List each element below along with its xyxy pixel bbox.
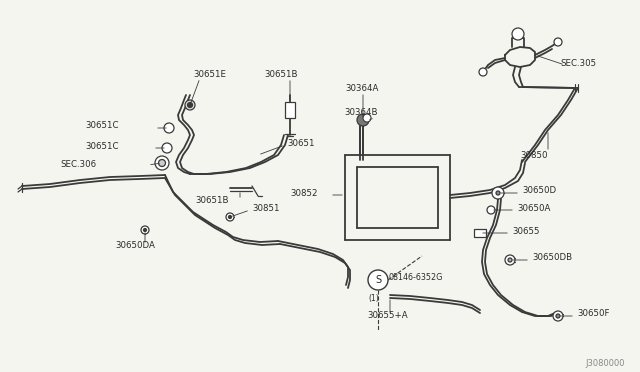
Circle shape xyxy=(556,314,560,318)
Text: 30651B: 30651B xyxy=(264,70,298,78)
Text: 30650DA: 30650DA xyxy=(115,241,155,250)
Circle shape xyxy=(479,68,487,76)
Text: 30650DB: 30650DB xyxy=(532,253,572,263)
Text: 08146-6352G: 08146-6352G xyxy=(389,273,444,282)
Text: S: S xyxy=(375,275,381,285)
Text: 30850: 30850 xyxy=(520,151,547,160)
Circle shape xyxy=(162,143,172,153)
Circle shape xyxy=(363,114,371,122)
Text: 30364B: 30364B xyxy=(344,108,378,116)
Circle shape xyxy=(226,213,234,221)
Circle shape xyxy=(155,156,169,170)
Text: 30651E: 30651E xyxy=(193,70,226,78)
Text: 30651C: 30651C xyxy=(85,141,118,151)
Circle shape xyxy=(505,255,515,265)
Text: 30651B: 30651B xyxy=(195,196,228,205)
Text: 30650A: 30650A xyxy=(517,203,550,212)
Circle shape xyxy=(159,160,166,167)
Text: 30655+A: 30655+A xyxy=(367,311,408,321)
Text: 30655: 30655 xyxy=(512,227,540,235)
Circle shape xyxy=(492,187,504,199)
Text: SEC.306: SEC.306 xyxy=(60,160,96,169)
Text: (1): (1) xyxy=(369,294,380,302)
Circle shape xyxy=(357,114,369,126)
Circle shape xyxy=(185,100,195,110)
Text: 30650D: 30650D xyxy=(522,186,556,195)
Circle shape xyxy=(164,123,174,133)
Circle shape xyxy=(487,206,495,214)
Bar xyxy=(285,102,295,118)
Text: J3080000: J3080000 xyxy=(586,359,625,369)
Circle shape xyxy=(553,311,563,321)
Circle shape xyxy=(188,103,193,108)
Circle shape xyxy=(554,38,562,46)
Circle shape xyxy=(496,191,500,195)
Circle shape xyxy=(141,226,149,234)
Circle shape xyxy=(512,28,524,40)
Text: 30650F: 30650F xyxy=(577,310,609,318)
Text: 30851: 30851 xyxy=(252,203,280,212)
Circle shape xyxy=(228,215,232,218)
Text: 30852: 30852 xyxy=(290,189,317,198)
Text: SEC.305: SEC.305 xyxy=(560,58,596,67)
Bar xyxy=(474,229,486,237)
Text: 30651: 30651 xyxy=(287,138,314,148)
Circle shape xyxy=(143,228,147,231)
Circle shape xyxy=(368,270,388,290)
Text: 30651C: 30651C xyxy=(85,121,118,129)
Circle shape xyxy=(508,258,512,262)
Text: 30364A: 30364A xyxy=(345,83,378,93)
